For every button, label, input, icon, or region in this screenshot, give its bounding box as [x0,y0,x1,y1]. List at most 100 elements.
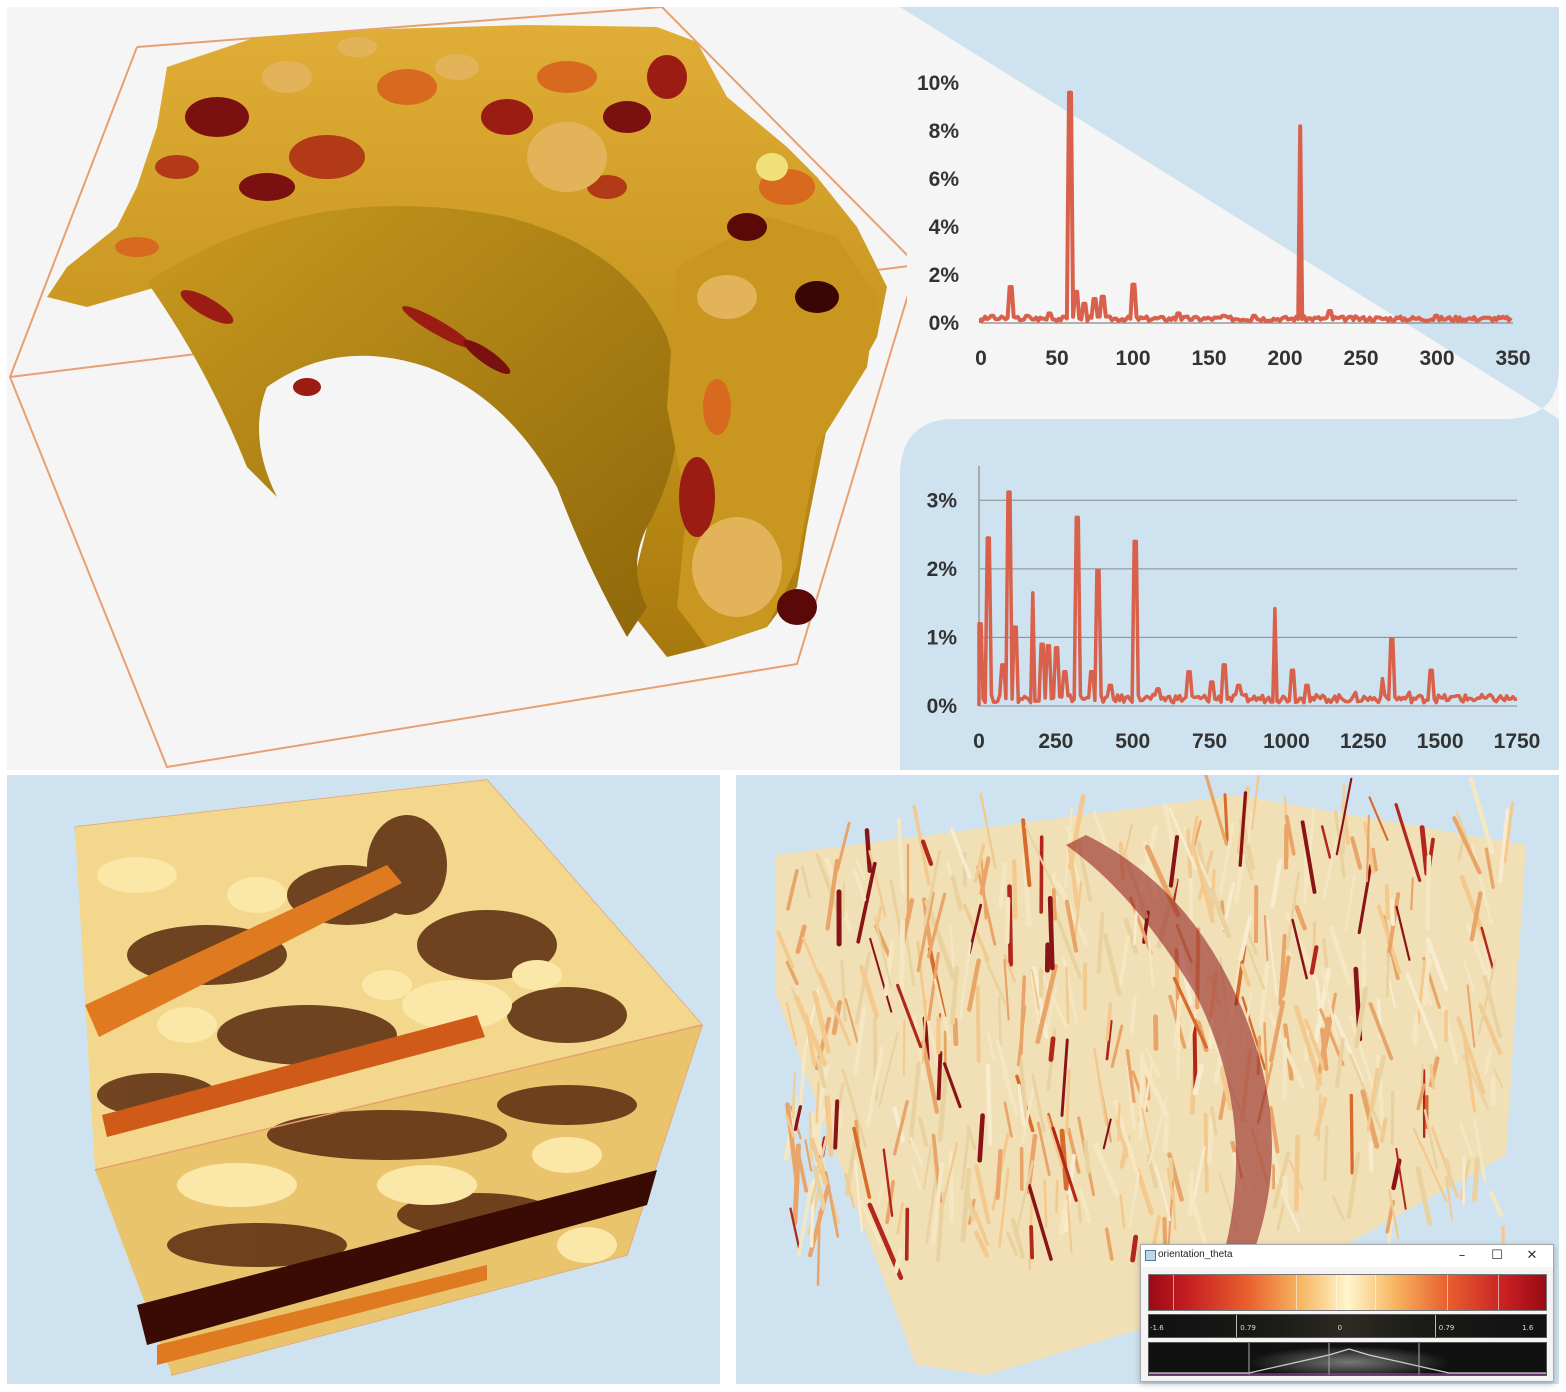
fiber-strand [985,1063,993,1146]
fiber-strand [1153,1014,1159,1051]
fiber-orientation-render[interactable] [736,775,1559,1384]
fiber-strand [1060,1038,1069,1117]
close-icon[interactable]: ✕ [1526,1248,1538,1263]
fiber-strand [1117,1102,1121,1142]
y-tick-label: 1% [927,626,958,649]
fiber-strand [1363,821,1376,874]
orange-band-3 [157,1265,487,1365]
fiber-strand [812,1165,827,1212]
fiber-strand [1012,859,1018,920]
fiber-strand [1102,933,1122,997]
window-titlebar[interactable]: orientation_theta – ☐ ✕ [1141,1245,1553,1267]
fiber-strand [952,1017,959,1047]
fiber-strand [859,1199,882,1245]
fiber-strand [853,1158,863,1232]
fiber-strand [1123,917,1139,954]
fiber-strand [896,817,905,894]
fiber-strand [1250,775,1260,830]
fiber-strand [1163,803,1176,853]
fiber-strand [950,965,960,1026]
fiber-strand [800,865,811,898]
fiber-strand [913,1013,926,1082]
fiber-strand [1003,958,1010,1021]
maximize-icon[interactable]: ☐ [1491,1248,1503,1263]
fiber-strand [784,1113,796,1139]
fiber-strand [933,978,951,1042]
fiber-strand [936,1192,946,1262]
fiber-strand [1331,1195,1346,1222]
fiber-strand [1324,992,1337,1050]
fiber-strand [1293,1134,1300,1212]
fiber-strand [1385,952,1390,998]
bone-3d-render[interactable] [7,7,907,770]
y-tick-label: 2% [929,264,960,287]
fiber-strand [1459,1158,1472,1200]
fiber-strand [1247,810,1253,845]
fiber-strand [815,1081,820,1124]
fiber-strand [1051,1126,1078,1202]
fiber-strand [1384,883,1390,921]
colormap-gradient[interactable] [1148,1274,1547,1311]
y-tick-label: 0% [929,312,960,335]
fiber-strand [1058,1199,1068,1235]
fiber-strand [1365,814,1370,883]
fiber-strand [1322,821,1341,899]
histogram-chart-2: 0% 1% 2% 3% 0 250 500 750 1000 1250 1500 1750 [927,466,1540,753]
y-tick-label: 6% [929,168,960,191]
colormap-window[interactable]: orientation_theta – ☐ ✕ -1.6 0.79 0 0.79… [1140,1244,1554,1382]
x-tick-label: 500 [1115,730,1150,753]
fiber-strand [1333,810,1346,879]
fiber-strand [1203,1112,1209,1193]
fiber-strand [1191,846,1215,924]
fiber-strand [853,1006,867,1076]
fiber-strand [1006,1232,1018,1256]
fiber-strand [882,1148,894,1217]
fiber-strand [920,839,934,866]
cream-grains [97,857,617,1263]
fiber-strand [1125,1048,1136,1104]
fiber-strand [878,1031,899,1108]
fiber-strand [1304,1018,1326,1070]
fiber-strand [1046,1115,1064,1169]
fiber-strand [1029,1224,1035,1260]
fiber-strand [912,804,931,886]
fiber-strand [836,1082,845,1111]
fiber-strand [1368,796,1389,841]
fiber-strand [904,1207,910,1261]
fiber-strand [1269,1000,1286,1063]
fiber-strand [1110,1024,1124,1068]
fiber-strand [972,1209,990,1246]
fiber-strand [1357,863,1373,935]
fiber-strand [793,1105,803,1131]
y-tick-label: 2% [927,558,958,581]
minimize-icon[interactable]: – [1458,1248,1466,1263]
fiber-strand [1135,1167,1154,1216]
fiber-strand [1416,959,1427,1024]
fiber-strand [1223,793,1229,845]
fiber-strand [1039,835,1044,914]
fiber-strand [1469,891,1483,942]
fiber-strand [1027,1183,1053,1261]
fiber-strand [795,1147,809,1193]
chart1-series-line [979,90,1513,324]
fiber-strand [1092,810,1111,854]
opacity-curve-editor[interactable] [1148,1342,1547,1376]
fiber-strand [1066,1127,1081,1174]
fiber-strand [1503,801,1514,864]
fiber-strand [1445,1176,1454,1221]
bone-cut-surface [147,205,679,637]
fiber-strand [1471,1157,1480,1202]
fiber-strand [908,1061,921,1144]
colormap-range-bar[interactable]: -1.6 0.79 0 0.79 1.6 [1148,1314,1547,1338]
fiber-strand [1305,808,1316,890]
fiber-strand [1076,1199,1083,1224]
fiber-strand [801,936,834,1009]
fiber-strand [875,905,883,930]
fiber-strand [1350,836,1363,870]
fiber-strand [958,941,972,1021]
x-tick-label: 100 [1115,347,1150,370]
fiber-strand [937,1067,949,1142]
fiber-strand [1426,937,1449,991]
fiber-strand [1268,1106,1280,1154]
layered-volume-render[interactable] [7,775,720,1384]
